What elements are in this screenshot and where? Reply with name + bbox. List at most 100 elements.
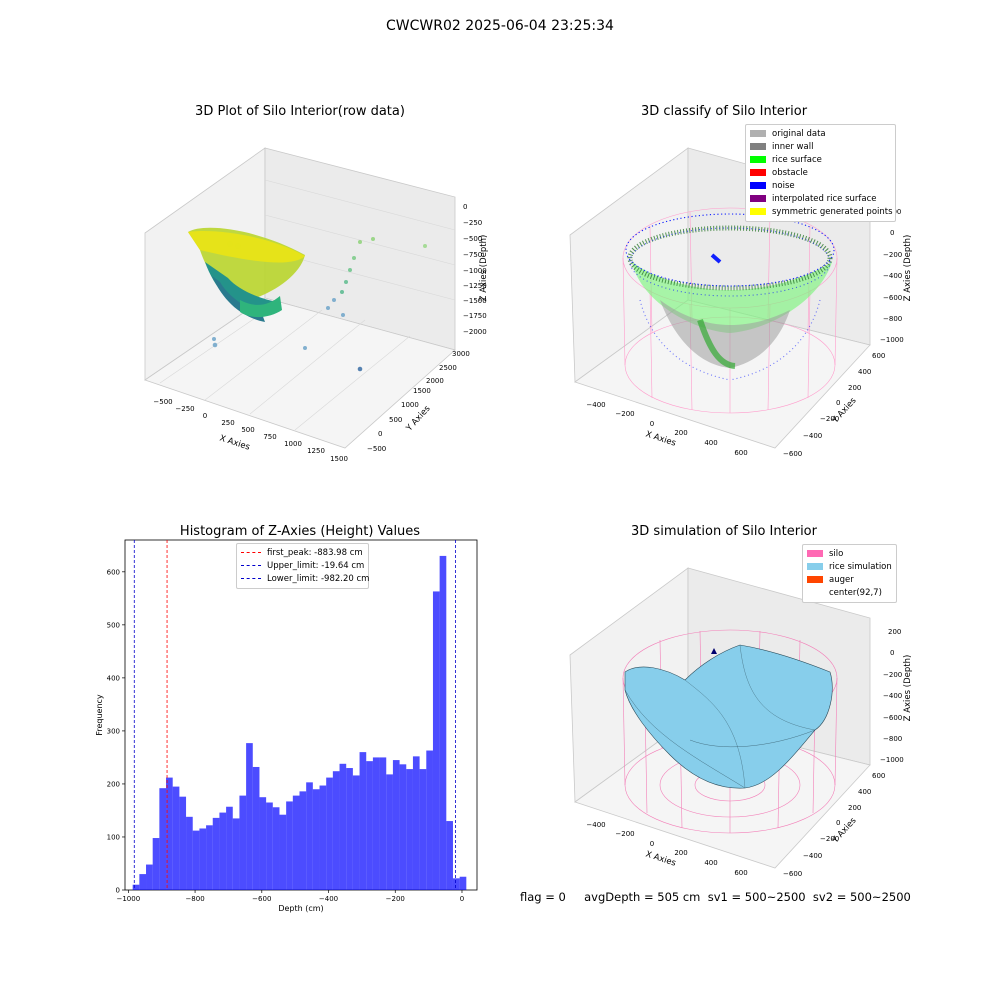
svg-text:200: 200 [674,849,687,857]
svg-text:−750: −750 [463,251,482,259]
legend-line [241,552,261,553]
legend-swatch [750,195,766,202]
svg-text:0: 0 [650,420,654,428]
histogram-bar [259,797,267,890]
legend-swatch [750,130,766,137]
legend-swatch [750,169,766,176]
simulation-x-label: X Axies [644,849,677,868]
histogram-y-ticks: 0 100 200 300 400 500 600 [107,568,125,895]
histogram-bar [192,830,200,890]
x-tick-label: −400 [319,895,338,903]
svg-text:200: 200 [848,384,861,392]
histogram-bar [199,828,207,890]
svg-text:−1000: −1000 [880,756,904,764]
svg-text:500: 500 [389,416,402,424]
svg-text:−1000: −1000 [463,267,487,275]
classify-legend: original data inner wall rice surface ob… [745,124,896,222]
histogram-bar [452,878,460,890]
svg-text:400: 400 [704,859,717,867]
histogram-title: Histogram of Z-Axies (Height) Values [179,524,421,539]
legend-item-silo: silo [807,547,891,560]
legend-swatch [750,208,766,215]
x-tick-label: −800 [185,895,204,903]
histogram-bar [352,775,360,890]
classify-rice-surface [627,225,833,369]
histogram-bar [252,766,260,890]
histogram-bar [359,752,367,890]
raw-z-label: Z Axies (Depth) [479,235,489,302]
histogram-bar [132,884,140,890]
classify-y-label: Y Axies [830,395,859,426]
histogram-bar [152,838,160,890]
histogram-bar [366,761,373,890]
svg-text:1000: 1000 [401,401,419,409]
histogram-bar [392,760,400,890]
legend-swatch [807,550,823,557]
svg-text:−600: −600 [783,870,802,878]
svg-text:600: 600 [872,772,885,780]
y-tick-label: 500 [107,621,120,629]
svg-text:200: 200 [888,628,901,636]
histogram-bar [332,771,340,890]
histogram-bar [459,876,467,890]
svg-text:−1250: −1250 [463,282,487,290]
svg-text:−200: −200 [615,830,634,838]
x-tick-label: −600 [252,895,271,903]
simulation-y-label: Y Axies [830,815,859,846]
legend-swatch [750,156,766,163]
y-tick-label: 300 [107,727,120,735]
histogram-bar [426,750,433,890]
svg-text:600: 600 [872,352,885,360]
histogram-chart: −1000 −800 −600 −400 −200 0 0 100 200 300 400 500 6… [95,539,478,913]
x-tick-label: −1000 [116,895,140,903]
histogram-bar [279,814,287,890]
histogram-y-label: Frequency [95,694,104,736]
histogram-bar [246,743,253,890]
svg-text:−600: −600 [883,714,902,722]
simulation-plot-title: 3D simulation of Silo Interior [631,524,817,539]
classify-y-ticks: −600 −400 −200 0 200 400 600 [783,352,885,458]
histogram-bar [212,817,220,890]
histogram-bar [432,591,440,890]
svg-text:600: 600 [734,869,747,877]
y-tick-label: 400 [107,674,120,682]
x-tick-label: −200 [386,895,405,903]
simulation-y-ticks: −600 −400 −200 0 200 400 600 [783,772,885,878]
svg-text:0: 0 [650,840,654,848]
legend-swatch [750,182,766,189]
histogram-bar [206,825,213,890]
histogram-bar [346,768,353,890]
svg-text:750: 750 [263,433,276,441]
histogram-bar [239,795,247,890]
classify-z-label: Z Axies (Depth) [903,235,913,302]
histogram-x-ticks: −1000 −800 −600 −400 −200 0 [116,890,464,903]
svg-text:500: 500 [241,426,254,434]
classify-plot-title: 3D classify of Silo Interior [640,104,808,119]
legend-swatch [750,143,766,150]
histogram-bar [266,802,273,890]
simulation-rice-surface [624,644,833,789]
histogram-bar [306,782,313,890]
legend-item-auger: auger [807,573,891,586]
status-footer: flag = 0 avgDepth = 505 cm sv1 = 500~250… [520,890,911,904]
histogram-bar [219,812,227,890]
histogram-bar [172,786,180,890]
svg-text:−400: −400 [883,692,902,700]
histogram-reference-lines [133,540,456,890]
classify-z-ticks: 200 0 −200 −400 −600 −800 −1000 [880,208,904,344]
histogram-bar [286,801,293,890]
histogram-x-label: Depth (cm) [278,904,323,913]
histogram-bar [272,807,280,890]
histogram-bar [372,757,380,890]
histogram-legend: first_peak: -883.98 cm Upper_limit: -19.… [236,543,369,589]
histogram-bars [132,555,467,890]
legend-line [241,578,261,579]
histogram-bar [186,816,193,890]
raw-z-ticks: 0 −250 −500 −750 −1000 −1250 −1500 −1750… [463,203,487,336]
legend-item-obstacle: obstacle [750,166,890,179]
svg-text:600: 600 [734,449,747,457]
histogram-bar [379,757,387,890]
legend-item-upper-limit: Upper_limit: -19.64 cm [241,559,364,572]
histogram-bar [139,874,147,890]
svg-text:−500: −500 [367,445,386,453]
